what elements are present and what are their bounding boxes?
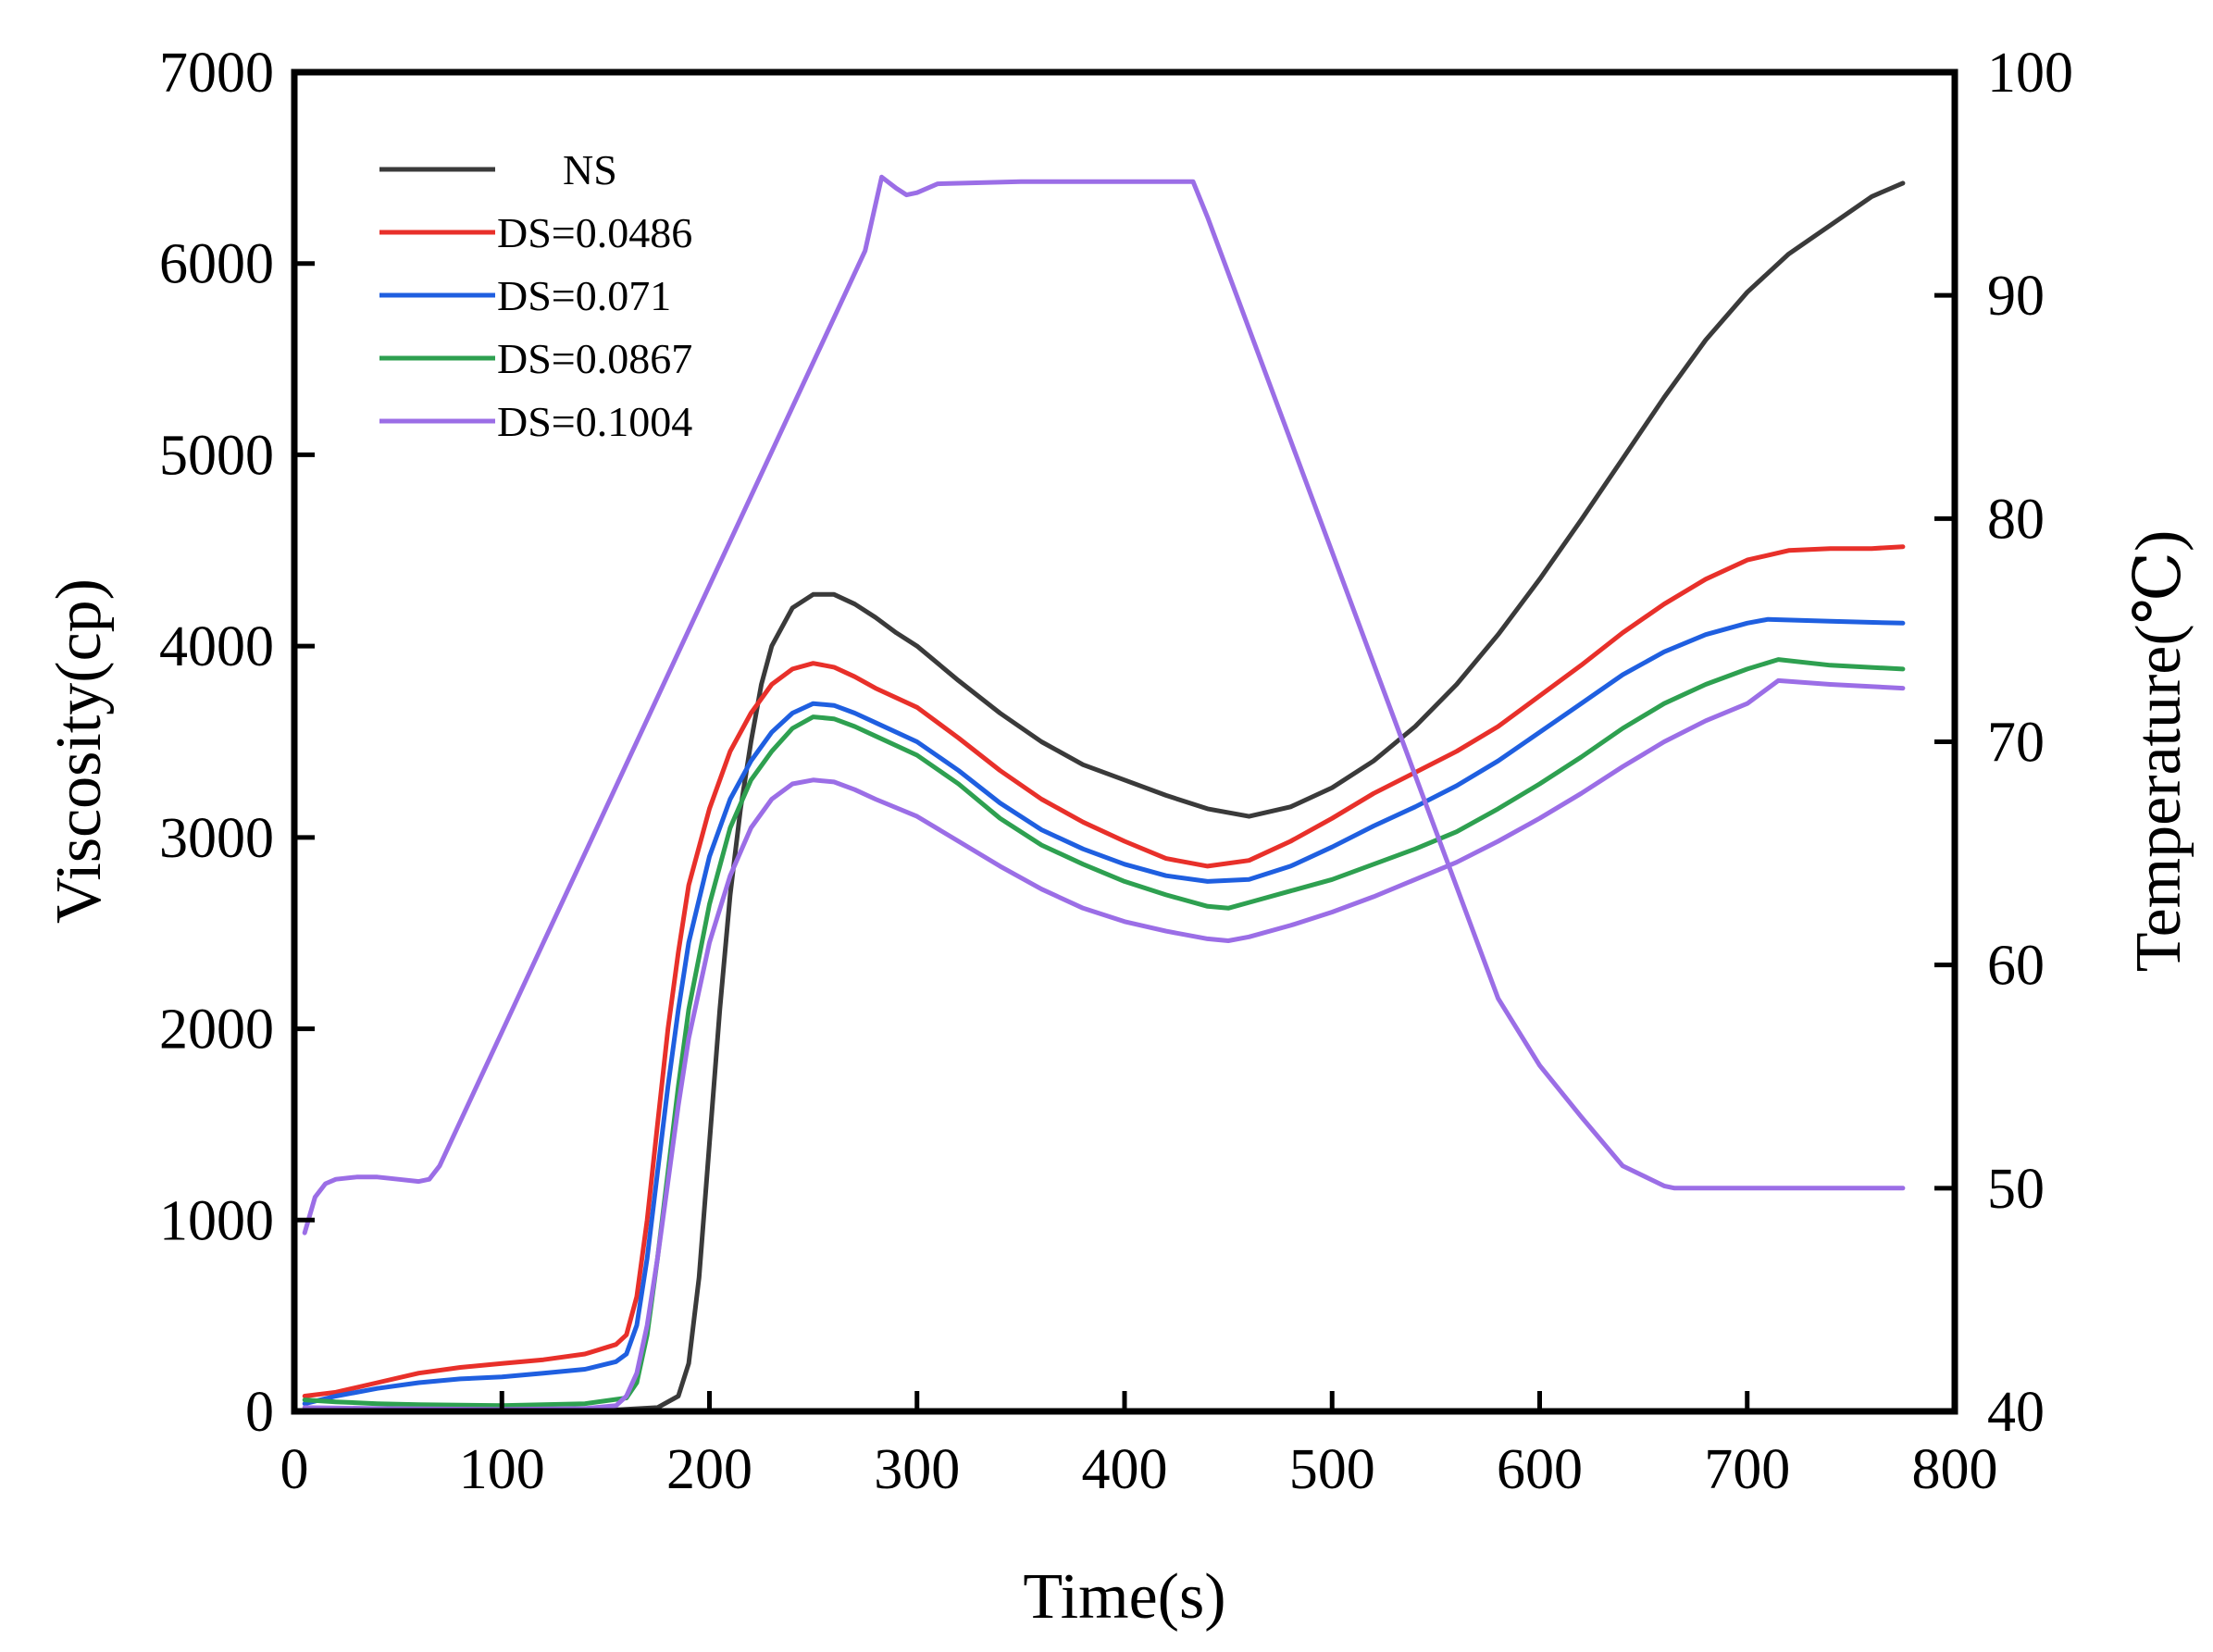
legend-label: DS=0.0867: [497, 335, 692, 382]
y-axis-title: Viscosity(cp): [44, 578, 115, 924]
y2-tick-label: 40: [1987, 1381, 2045, 1444]
axis-layer: 0 100 200 300 400 500 600 700 800 0 1000 2000 3000 40…: [159, 42, 2073, 1501]
y2-tick-label: 70: [1987, 712, 2045, 775]
y-tick-label: 2000: [159, 999, 274, 1062]
y2-tick-label: 50: [1987, 1158, 2045, 1221]
y2-axis-title: Temperature(℃): [2123, 530, 2194, 973]
series-line-ds-0-071: [302, 616, 1906, 1407]
y-tick-label: 3000: [159, 807, 274, 870]
y-tick-label: 5000: [159, 424, 274, 487]
series-line-ds-0-1004: [302, 677, 1906, 1412]
y2-tick-label: 90: [1987, 265, 2045, 328]
y-tick-label: 0: [245, 1381, 274, 1444]
y-tick-label: 6000: [159, 233, 274, 296]
y-tick-label: 7000: [159, 42, 274, 105]
y-tick-label: 1000: [159, 1189, 274, 1252]
y2-tick-label: 60: [1987, 935, 2045, 998]
x-axis-title: Time(s): [1023, 1561, 1225, 1633]
legend-label: DS=0.1004: [497, 398, 692, 445]
x-tick-label: 200: [666, 1438, 752, 1501]
x-tick-label: 300: [874, 1438, 960, 1501]
x-tick-label: 700: [1704, 1438, 1790, 1501]
y2-tick-label: 80: [1987, 488, 2045, 551]
x-tick-label: 800: [1912, 1438, 1998, 1501]
legend: NS DS=0.0486 DS=0.071 DS=0.0867 DS=0.1004: [379, 146, 692, 445]
series-line-ds-0-0486: [302, 544, 1906, 1398]
legend-label: DS=0.071: [497, 272, 671, 319]
x-tick-label: 400: [1082, 1438, 1168, 1501]
y-tick-label: 4000: [159, 615, 274, 678]
series-layer: [302, 174, 1906, 1414]
legend-label: DS=0.0486: [497, 209, 692, 256]
series-line-ns: [302, 180, 1906, 1414]
y2-tick-label: 100: [1987, 42, 2073, 105]
series-line-temperature: [302, 174, 1906, 1236]
x-tick-label: 500: [1289, 1438, 1375, 1501]
x-tick-label: 100: [459, 1438, 545, 1501]
x-tick-label: 0: [280, 1438, 309, 1501]
legend-label: NS: [563, 146, 617, 193]
x-tick-label: 600: [1497, 1438, 1583, 1501]
